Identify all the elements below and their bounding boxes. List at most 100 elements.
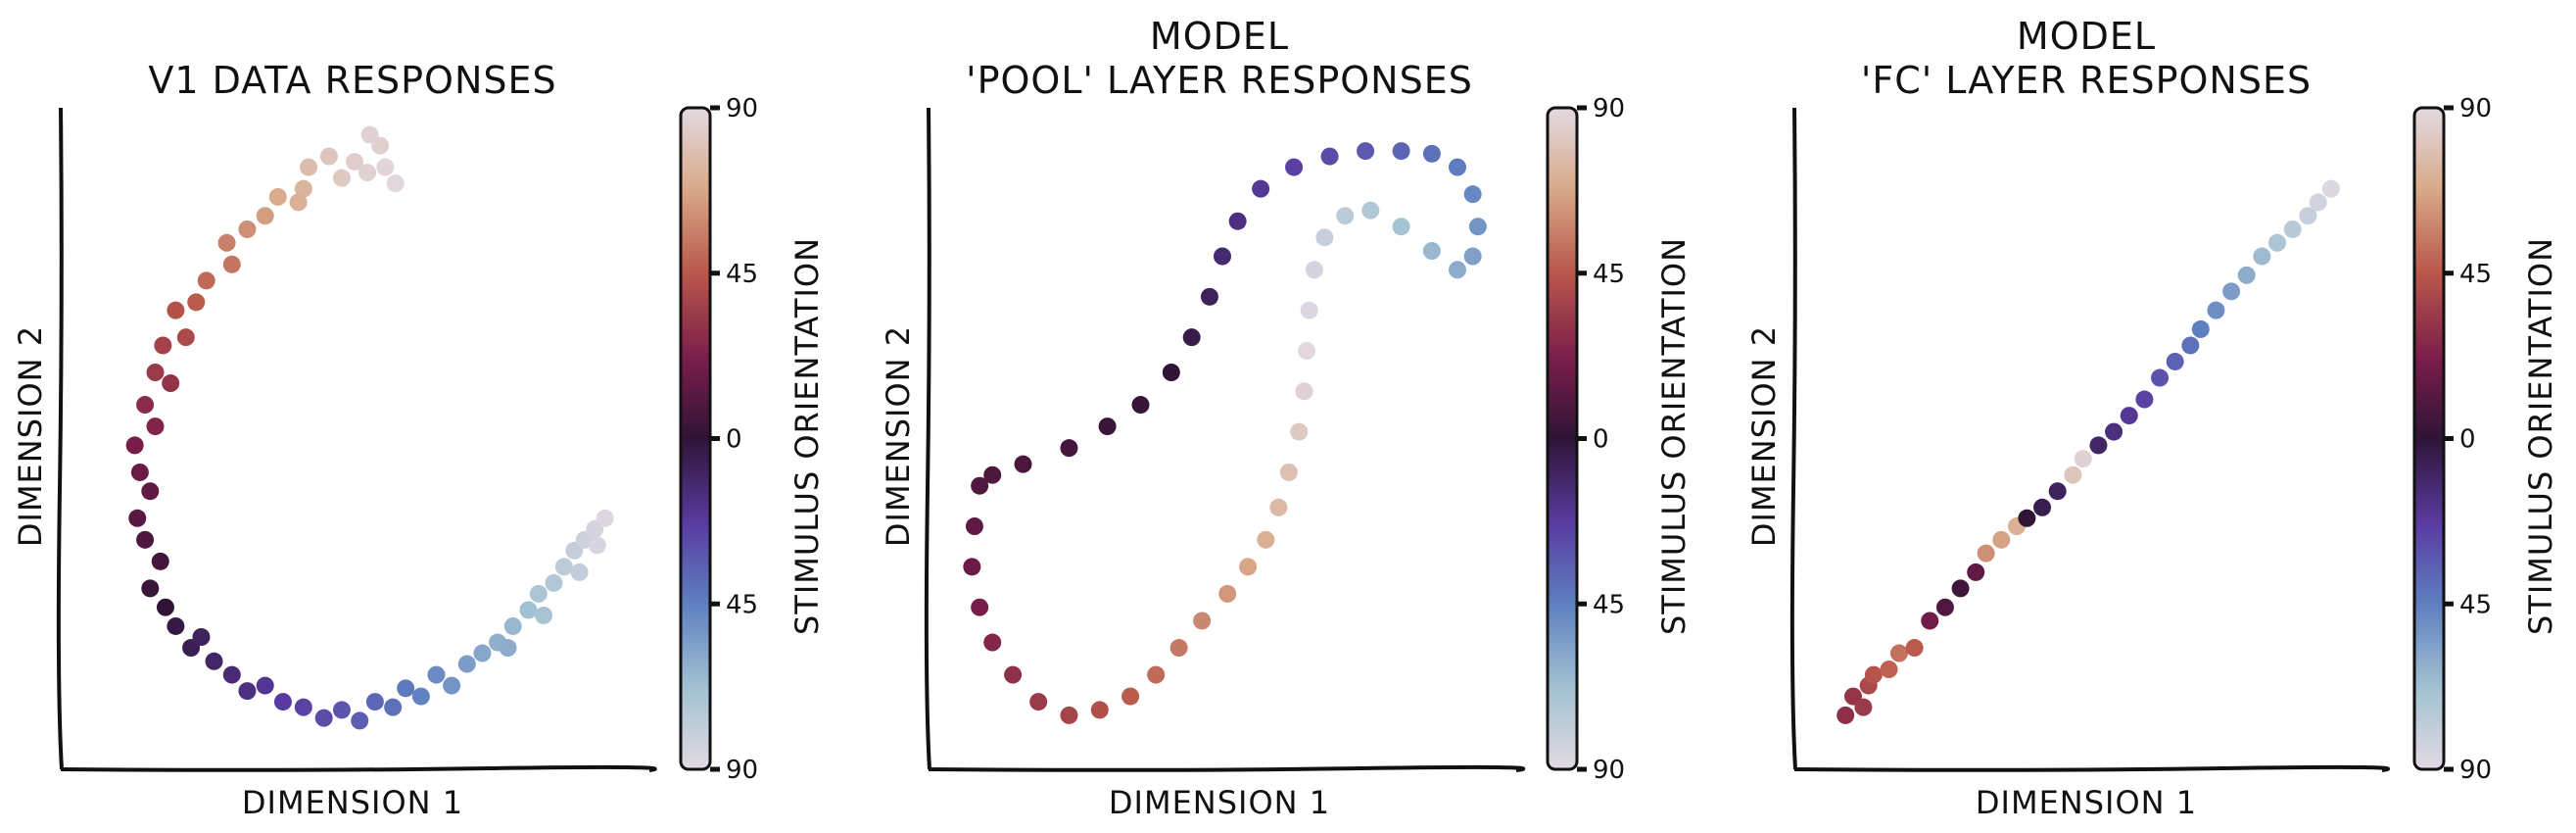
colorbar-tick-label: 0 bbox=[2459, 425, 2476, 455]
y-axis-label: DIMENSION 2 bbox=[12, 325, 49, 547]
data-point bbox=[1977, 544, 1995, 563]
data-point bbox=[588, 536, 606, 555]
x-axis-label: DIMENSION 1 bbox=[242, 784, 463, 821]
data-point bbox=[519, 601, 538, 619]
scatter-points bbox=[125, 125, 614, 730]
panel-title: V1 DATA RESPONSES bbox=[148, 59, 555, 102]
data-point bbox=[1305, 261, 1323, 279]
data-point bbox=[314, 709, 333, 727]
data-point bbox=[141, 482, 160, 501]
data-point bbox=[2064, 466, 2082, 484]
title-line-2: 'POOL' LAYER RESPONSES bbox=[966, 59, 1473, 102]
data-point bbox=[570, 563, 589, 581]
data-point bbox=[971, 598, 989, 616]
data-point bbox=[1060, 706, 1078, 724]
colorbar-tick-label: 45 bbox=[1593, 590, 1625, 619]
data-point bbox=[1463, 247, 1482, 266]
y-axis bbox=[1789, 107, 1797, 770]
data-point bbox=[427, 665, 446, 684]
data-point bbox=[2268, 233, 2287, 252]
scatter-points bbox=[963, 142, 1487, 724]
colorbar-tick-label: 45 bbox=[1593, 260, 1625, 289]
data-point bbox=[2321, 179, 2340, 198]
data-point bbox=[529, 584, 548, 603]
y-axis-label: DIMENSION 2 bbox=[880, 325, 917, 547]
colorbar-tick-label: 45 bbox=[2459, 260, 2492, 289]
title-line-1: MODEL bbox=[1150, 15, 1289, 58]
data-point bbox=[1392, 142, 1410, 161]
title-line-2: 'FC' LAYER RESPONSES bbox=[1861, 59, 2312, 102]
data-point bbox=[1029, 693, 1048, 711]
data-point bbox=[1864, 665, 1883, 684]
data-point bbox=[238, 682, 257, 701]
data-point bbox=[1218, 584, 1237, 603]
colorbar-ticks: 90 45 0 45 90 bbox=[710, 94, 758, 785]
data-point bbox=[2283, 220, 2302, 238]
y-axis bbox=[56, 107, 64, 770]
data-point bbox=[411, 687, 430, 706]
data-point bbox=[1290, 422, 1309, 441]
data-point bbox=[2166, 352, 2184, 370]
data-point bbox=[289, 193, 308, 212]
data-point bbox=[222, 665, 241, 684]
data-point bbox=[1200, 287, 1218, 306]
colorbar-label: STIMULUS ORIENTATION bbox=[2522, 237, 2559, 635]
data-point bbox=[2191, 319, 2210, 338]
data-point bbox=[384, 698, 403, 716]
data-point bbox=[1147, 665, 1166, 684]
data-point bbox=[1880, 661, 1898, 679]
data-point bbox=[1131, 396, 1150, 415]
data-point bbox=[162, 374, 180, 393]
data-point bbox=[136, 530, 155, 549]
data-point bbox=[205, 652, 223, 670]
data-point bbox=[1392, 218, 1410, 236]
data-point bbox=[376, 158, 395, 176]
data-point bbox=[167, 616, 185, 635]
data-point bbox=[332, 701, 351, 719]
colorbar-fill bbox=[679, 106, 712, 771]
data-point bbox=[332, 169, 351, 187]
data-point bbox=[1992, 530, 2011, 549]
data-point bbox=[1422, 144, 1441, 163]
data-point bbox=[273, 693, 292, 711]
data-point bbox=[151, 552, 169, 570]
data-point bbox=[156, 598, 174, 616]
data-point bbox=[2105, 422, 2123, 441]
data-point bbox=[256, 207, 274, 225]
data-point bbox=[2253, 247, 2271, 266]
data-point bbox=[443, 676, 461, 695]
data-point bbox=[2089, 436, 2108, 455]
panel-title: MODEL 'POOL' LAYER RESPONSES bbox=[966, 15, 1473, 102]
data-point bbox=[1422, 242, 1441, 261]
colorbar-ticks: 90 45 0 45 90 bbox=[1577, 94, 1625, 785]
scatter-points bbox=[1837, 179, 2340, 724]
data-point bbox=[1837, 706, 1855, 724]
colorbar-tick-label: 90 bbox=[2459, 756, 2492, 785]
data-point bbox=[176, 328, 195, 347]
data-point bbox=[1169, 639, 1188, 658]
data-point bbox=[596, 509, 614, 527]
data-point bbox=[130, 463, 149, 481]
data-point bbox=[146, 417, 165, 436]
colorbar-tick-label: 45 bbox=[2459, 590, 2492, 619]
panel-title: MODEL 'FC' LAYER RESPONSES bbox=[1861, 15, 2312, 102]
data-point bbox=[1336, 207, 1355, 225]
x-axis bbox=[60, 764, 657, 772]
colorbar-label: STIMULUS ORIENTATION bbox=[788, 237, 826, 635]
data-point bbox=[2074, 450, 2092, 468]
data-point bbox=[2222, 282, 2241, 301]
colorbar-tick-label: 45 bbox=[726, 260, 758, 289]
data-point bbox=[141, 579, 160, 598]
data-point bbox=[1921, 612, 1939, 630]
colorbar: 90 45 0 45 90 STIMULUS ORIENTATION bbox=[1546, 94, 1693, 785]
data-point bbox=[1090, 701, 1109, 719]
data-point bbox=[1295, 382, 1313, 401]
colorbar-tick-label: 90 bbox=[2459, 94, 2492, 123]
data-point bbox=[2135, 390, 2154, 409]
data-point bbox=[2181, 336, 2200, 355]
data-point bbox=[1239, 558, 1258, 576]
data-point bbox=[1449, 158, 1466, 176]
data-point bbox=[1004, 665, 1023, 684]
data-point bbox=[554, 558, 573, 576]
